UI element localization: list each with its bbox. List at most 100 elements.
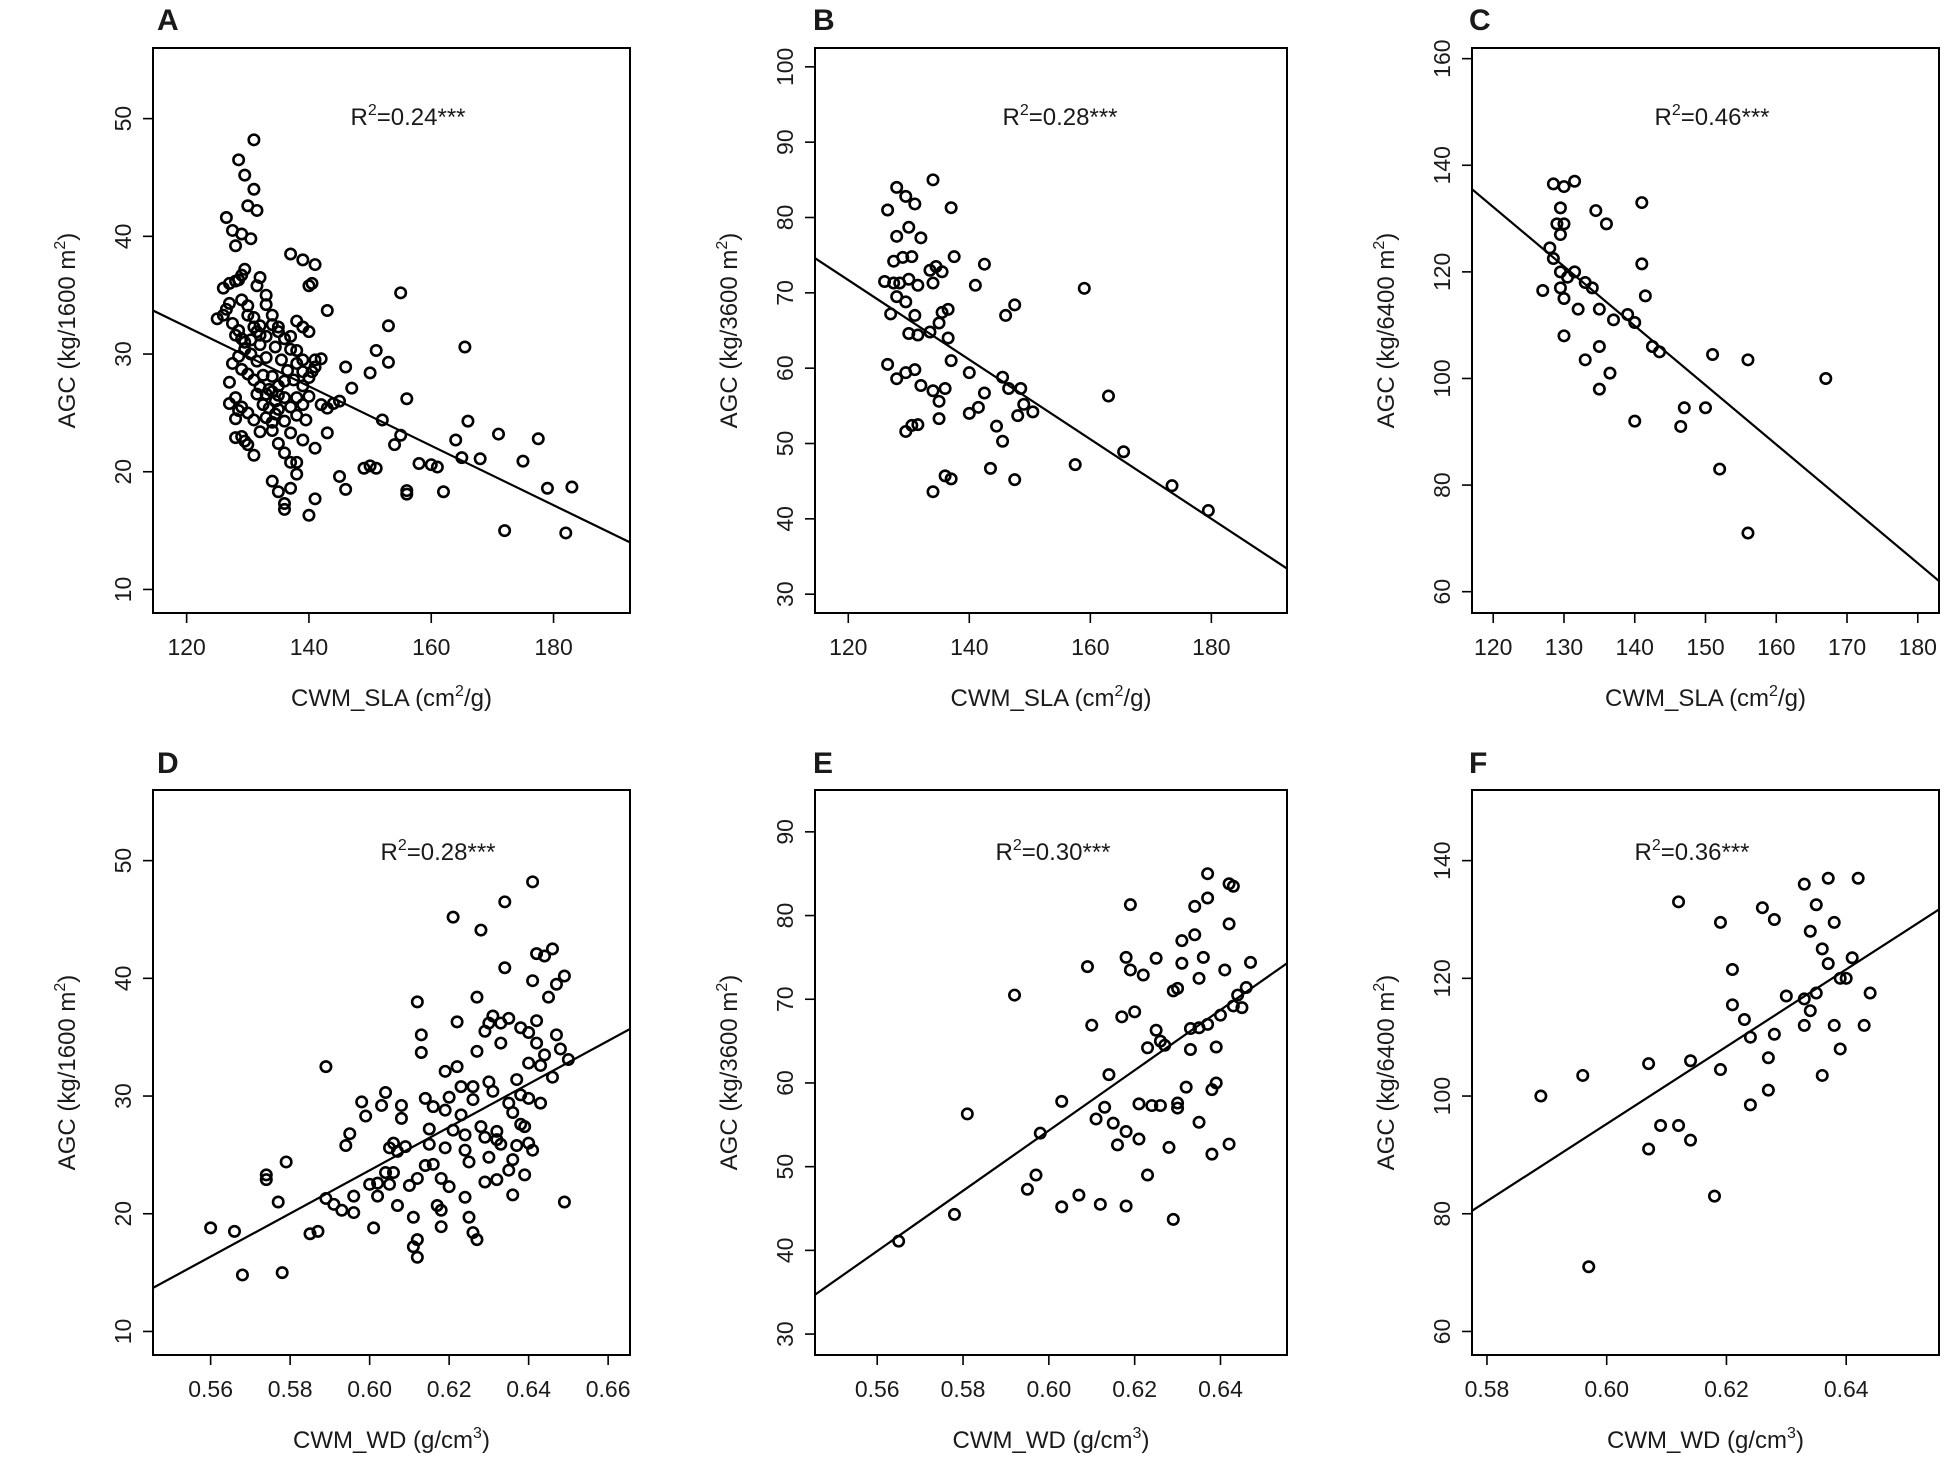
data-point <box>478 1175 492 1189</box>
data-point <box>474 923 488 937</box>
data-point <box>1175 934 1189 948</box>
data-point <box>531 432 545 446</box>
data-point <box>1123 898 1137 912</box>
data-point <box>1231 988 1245 1002</box>
data-point <box>296 398 310 412</box>
data-point <box>941 302 955 316</box>
data-point <box>271 320 285 334</box>
data-point <box>923 325 937 339</box>
data-point <box>1845 951 1859 965</box>
data-point <box>265 424 279 438</box>
data-point <box>884 307 898 321</box>
data-point <box>486 1084 500 1098</box>
data-point <box>881 357 895 371</box>
data-point <box>557 1195 571 1209</box>
data-point <box>434 1171 448 1185</box>
data-point <box>400 392 414 406</box>
data-point <box>333 469 347 483</box>
data-point <box>381 319 395 333</box>
data-point <box>1819 371 1833 385</box>
x-axis-label: CWM_SLA (cm2/g) <box>1605 683 1806 712</box>
data-point <box>277 497 291 511</box>
x-tick-label: 180 <box>1192 634 1230 660</box>
data-point <box>1183 1022 1197 1036</box>
y-tick-label: 20 <box>110 1201 136 1227</box>
data-point <box>347 1206 361 1220</box>
data-point <box>478 1024 492 1038</box>
data-point <box>424 458 438 472</box>
data-point <box>290 344 304 358</box>
data-point <box>908 363 922 377</box>
plot-frame <box>1471 47 1940 614</box>
data-point <box>1077 281 1091 295</box>
data-point <box>284 342 298 356</box>
data-point <box>271 485 285 499</box>
y-tick-label: 10 <box>110 577 136 603</box>
data-point <box>1553 228 1567 242</box>
data-point <box>1068 458 1082 472</box>
data-point <box>277 414 291 428</box>
data-point <box>996 434 1010 448</box>
data-point <box>308 492 322 506</box>
data-point <box>296 379 310 393</box>
data-point <box>1192 1115 1206 1129</box>
y-tick-label: 60 <box>772 1070 798 1096</box>
data-point <box>319 1060 333 1074</box>
data-point <box>339 482 353 496</box>
x-tick-label: 0.62 <box>1704 1376 1749 1402</box>
data-point <box>1553 281 1567 295</box>
regression-line <box>815 257 1287 570</box>
panel-b: B 120 140 160 180 30 40 50 60 70 80 90 100 CWM_SLA (c… <box>714 4 1288 712</box>
data-point <box>530 947 544 961</box>
data-point <box>303 1227 317 1241</box>
data-point <box>412 457 426 471</box>
data-point <box>1201 504 1215 518</box>
data-point <box>253 425 267 439</box>
y-axis-label: AGC (kg/1600 m2) <box>52 233 81 429</box>
y-tick-label: 60 <box>772 355 798 381</box>
data-point <box>1188 899 1202 913</box>
data-point <box>1183 1042 1197 1056</box>
data-point <box>1188 928 1202 942</box>
data-point <box>279 1155 293 1169</box>
data-point <box>561 1053 575 1067</box>
data-point <box>1725 963 1739 977</box>
data-point <box>890 290 904 304</box>
data-point <box>926 485 940 499</box>
data-point <box>462 1155 476 1169</box>
data-point <box>470 990 484 1004</box>
data-point <box>1635 196 1649 210</box>
data-point <box>222 276 236 290</box>
data-point <box>510 1138 524 1152</box>
y-tick-label: 80 <box>772 903 798 929</box>
plot-frame <box>814 789 1288 1356</box>
data-point <box>1093 1197 1107 1211</box>
data-point <box>410 995 424 1009</box>
data-point <box>1014 382 1028 396</box>
data-point <box>1213 1008 1227 1022</box>
data-point <box>450 1060 464 1074</box>
data-point <box>402 1179 416 1193</box>
data-point <box>414 1045 428 1059</box>
data-point <box>1132 1097 1146 1111</box>
data-point <box>892 1234 906 1248</box>
data-point <box>1803 1004 1817 1018</box>
data-point <box>1201 891 1215 905</box>
regression-line <box>1472 908 1939 1212</box>
data-point <box>455 451 469 465</box>
x-tick-label: 160 <box>1757 634 1795 660</box>
data-point <box>905 250 919 264</box>
y-tick-label: 160 <box>1429 39 1455 77</box>
data-point <box>565 480 579 494</box>
data-point <box>947 1207 961 1221</box>
data-point <box>902 272 916 286</box>
data-point <box>1205 1147 1219 1161</box>
y-tick-label: 120 <box>1429 959 1455 997</box>
data-point <box>1767 912 1781 926</box>
data-point <box>259 351 273 365</box>
data-point <box>506 1106 520 1120</box>
data-point <box>926 276 940 290</box>
data-point <box>971 400 985 414</box>
data-point <box>394 1098 408 1112</box>
data-point <box>941 331 955 345</box>
